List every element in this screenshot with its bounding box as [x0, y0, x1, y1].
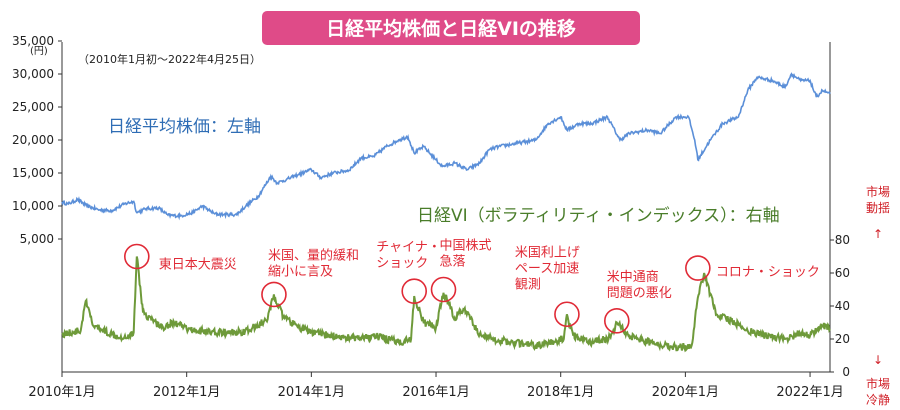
- left-tick-label: 35,000: [12, 34, 54, 48]
- x-tick-label: 2014年1月: [278, 385, 345, 400]
- left-tick-label: 25,000: [12, 100, 54, 114]
- event-marker-circle: [554, 301, 580, 328]
- left-axis-ticks: 35,000 30,000 25,000 20,000 15,000 10,000 5,00…: [12, 34, 62, 246]
- x-tick-label: 2022年1月: [776, 385, 843, 400]
- x-tick-label: 2010年1月: [28, 385, 95, 400]
- vi-series-label: 日経VI（ボラティリティ・インデックス）：右軸: [417, 205, 780, 226]
- event-marker-circle: [401, 278, 428, 304]
- right-tick-label: 80: [835, 233, 850, 247]
- event-label: チャイナ・: [376, 240, 441, 255]
- market-agitated-label-2: 動揺: [866, 201, 890, 215]
- x-tick-label: 2012年1月: [153, 385, 220, 400]
- right-tick-label: 60: [835, 266, 850, 280]
- up-arrow-label: ↑: [873, 227, 883, 241]
- right-tick-label: 0: [842, 365, 850, 379]
- right-tick-label: 40: [835, 299, 850, 313]
- event-label: 米国、量的緩和: [268, 247, 359, 263]
- right-tick-label: 20: [835, 332, 850, 346]
- event-marker-circle: [604, 308, 630, 334]
- nikkei-series-label: 日経平均株価：左軸: [108, 117, 261, 137]
- left-tick-label: 20,000: [12, 133, 54, 147]
- chart-title: 日経平均株価と日経VIの推移: [326, 17, 576, 40]
- market-calm-label-2: 冷静: [866, 393, 890, 407]
- x-tick-label: 2018年1月: [527, 385, 594, 400]
- event-label: 東日本大震災: [159, 257, 237, 273]
- event-label: 中国株式: [440, 239, 492, 254]
- event-marker-circle: [124, 243, 150, 270]
- left-tick-label: 5,000: [20, 232, 54, 246]
- event-label: 米国利上げ: [515, 245, 580, 260]
- x-axis-ticks: 2010年1月 2012年1月 2014年1月 2016年1月 2018年1月 2020年…: [28, 372, 844, 400]
- market-calm-label-1: 市場: [866, 376, 890, 391]
- left-tick-label: 10,000: [12, 199, 54, 213]
- event-label: ペース加速: [515, 261, 579, 276]
- event-label: ショック: [376, 256, 428, 271]
- right-axis-ticks: 80 60 40 20 0: [830, 233, 850, 379]
- event-marker-circle: [261, 281, 287, 308]
- event-label: 縮小に言及: [268, 263, 333, 279]
- event-marker-circle: [430, 276, 457, 303]
- vi-series-line: [61, 256, 831, 353]
- event-marker-circle: [685, 255, 711, 281]
- event-label: 米中通商: [607, 270, 659, 285]
- event-label: コロナ・ショック: [716, 265, 820, 280]
- market-agitated-label-1: 市場: [866, 184, 890, 199]
- down-arrow-label: ↓: [873, 353, 883, 367]
- event-label: 問題の悪化: [607, 286, 672, 301]
- title-banner: [262, 11, 640, 45]
- chart-subtitle: （2010年1月初～2022年4月25日）: [78, 52, 261, 66]
- x-tick-label: 2020年1月: [652, 385, 719, 400]
- x-tick-label: 2016年1月: [402, 385, 469, 400]
- left-tick-label: 15,000: [12, 166, 54, 180]
- event-label: 観測: [515, 277, 541, 292]
- left-tick-label: 30,000: [12, 67, 54, 81]
- event-label: 急落: [440, 255, 466, 270]
- nikkei-series-line: [61, 72, 831, 221]
- left-axis-unit: (円): [30, 46, 48, 57]
